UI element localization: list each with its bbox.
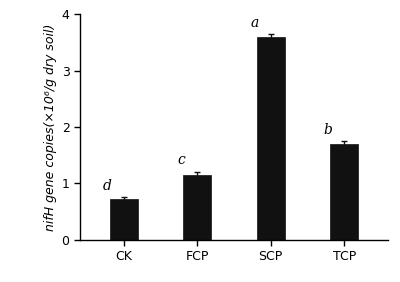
Bar (183, 175, 211, 240)
Y-axis label: nifH gene copies(×10⁶/g dry soil): nifH gene copies(×10⁶/g dry soil) (44, 23, 58, 231)
Bar (330, 144, 358, 240)
Bar (110, 199, 138, 240)
Text: d: d (103, 179, 112, 193)
Text: c: c (177, 153, 185, 167)
Bar (257, 37, 285, 240)
Text: b: b (324, 123, 332, 137)
Text: a: a (250, 16, 259, 30)
